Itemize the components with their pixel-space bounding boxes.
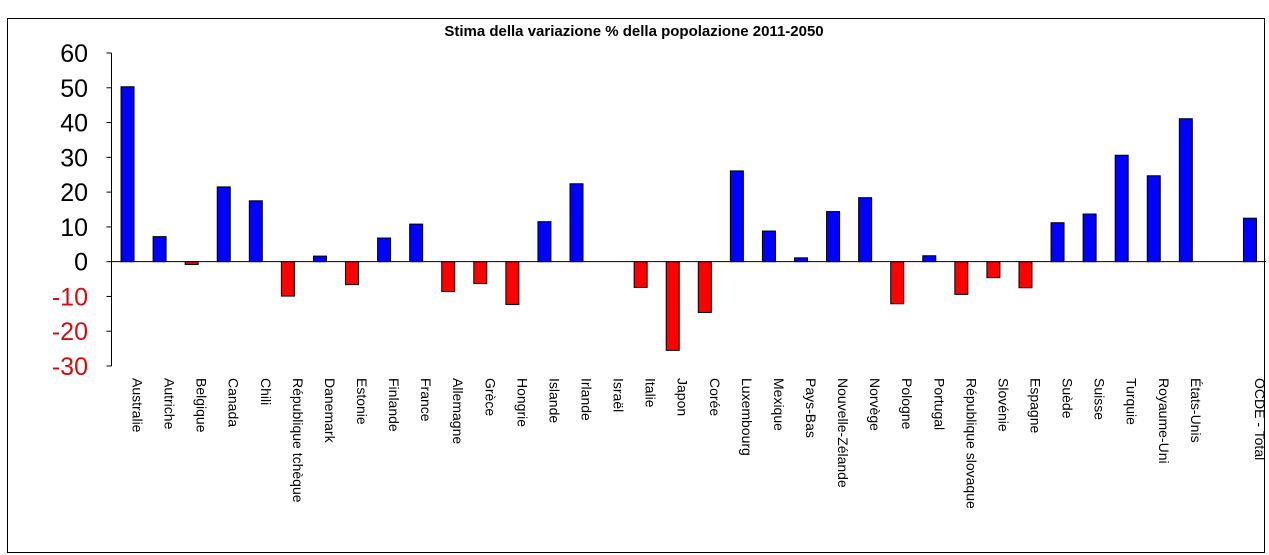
x-tick-label: Belgique <box>194 378 210 433</box>
bar-irlande <box>569 183 584 263</box>
bar-r-publique-tch-que <box>280 261 295 297</box>
bar-danemark <box>312 255 327 263</box>
x-tick-label: Norvège <box>867 378 883 431</box>
x-tick-label: Islande <box>546 378 562 423</box>
x-tick-label: Espagne <box>1027 378 1043 433</box>
x-tick-label: Chili <box>258 378 274 405</box>
x-tick-label: Grèce <box>482 378 498 416</box>
x-tick-label: Pays-Bas <box>803 378 819 438</box>
bar-hongrie <box>505 261 520 305</box>
bar-turquie <box>1114 154 1129 263</box>
x-tick-label: République slovaque <box>963 378 979 509</box>
x-tick-label: États-Unis <box>1188 378 1204 443</box>
x-tick-label: République tchèque <box>290 378 306 503</box>
bar-japon <box>665 261 680 351</box>
chart-title: Stima della variazione % della popolazio… <box>444 23 823 40</box>
bar-cor-e <box>697 261 712 313</box>
bar-espagne <box>1018 261 1033 289</box>
bar-ocde-total <box>1242 217 1257 263</box>
x-tick-label: Portugal <box>931 378 947 430</box>
y-axis-ticks: 60 50 40 30 20 10 0 -10 -20 -30 <box>52 40 112 381</box>
y-tick-label: 30 <box>60 144 88 172</box>
bar-islande <box>537 221 552 263</box>
x-tick-label: France <box>418 378 434 422</box>
x-tick-label: Suède <box>1060 378 1076 419</box>
bar-portugal <box>922 255 937 263</box>
x-tick-label: Nouvelle-Zélande <box>835 378 851 488</box>
bar-nouvelle-z-lande <box>826 211 841 263</box>
y-tick-label: 10 <box>60 214 88 242</box>
bar-su-de <box>1050 222 1065 263</box>
x-tick-label: Estonie <box>354 378 370 425</box>
x-tick-label: Canada <box>226 378 242 427</box>
bar-australie <box>120 86 135 263</box>
bar-canada <box>216 186 231 263</box>
x-tick-label: Turquie <box>1124 378 1140 425</box>
y-tick-label: -30 <box>52 353 88 381</box>
x-tick-label: Hongrie <box>514 378 530 427</box>
y-tick-label: 20 <box>60 179 88 207</box>
y-tick-label: -10 <box>52 283 88 311</box>
x-tick-label: Mexique <box>771 378 787 431</box>
x-tick-label: Luxembourg <box>739 378 755 456</box>
x-tick-label: Australie <box>130 378 146 433</box>
x-tick-label: Danemark <box>322 378 338 444</box>
x-tick-label: Corée <box>707 378 723 416</box>
bar-royaume-uni <box>1146 175 1161 263</box>
bar-allemagne <box>441 261 456 293</box>
bar-mexique <box>761 230 776 263</box>
y-tick-label: -20 <box>52 318 88 346</box>
x-tick-label: Irlande <box>579 378 595 421</box>
y-tick-label: 0 <box>74 249 88 277</box>
x-tick-label: Allemagne <box>450 378 466 444</box>
y-tick-label: 40 <box>60 110 88 138</box>
bar-estonie <box>345 261 360 286</box>
bar-r-publique-slovaque <box>954 261 969 295</box>
bar-autriche <box>152 236 167 263</box>
x-tick-label: Israël <box>611 378 627 412</box>
bar--tats-unis <box>1178 118 1193 263</box>
bar-pologne <box>890 261 905 305</box>
bar-gr-ce <box>473 261 488 285</box>
bar-suisse <box>1082 213 1097 263</box>
x-tick-label: Slovénie <box>995 378 1011 432</box>
bar-slov-nie <box>986 261 1001 279</box>
x-tick-label: Finlande <box>386 378 402 432</box>
bars-group <box>120 86 1257 351</box>
y-tick-label: 60 <box>60 40 88 68</box>
bar-finlande <box>377 237 392 263</box>
bar-luxembourg <box>729 170 744 263</box>
x-tick-label: Suisse <box>1092 378 1108 420</box>
x-tick-label: Italie <box>643 378 659 408</box>
bar-italie <box>633 261 648 288</box>
y-tick-label: 50 <box>60 75 88 103</box>
bar-france <box>409 223 424 263</box>
x-tick-label: Pologne <box>899 378 915 430</box>
x-tick-label: OCDE - Total <box>1252 378 1268 460</box>
bar-norv-ge <box>858 197 873 263</box>
bar-pays-bas <box>793 257 808 263</box>
x-tick-label: Royaume-Uni <box>1156 378 1172 464</box>
bar-chili <box>248 200 263 263</box>
x-tick-label: Japon <box>675 378 691 416</box>
x-tick-label: Autriche <box>162 378 178 430</box>
x-axis-labels: Australie Autriche Belgique Canada Chili Répu… <box>130 378 1268 509</box>
